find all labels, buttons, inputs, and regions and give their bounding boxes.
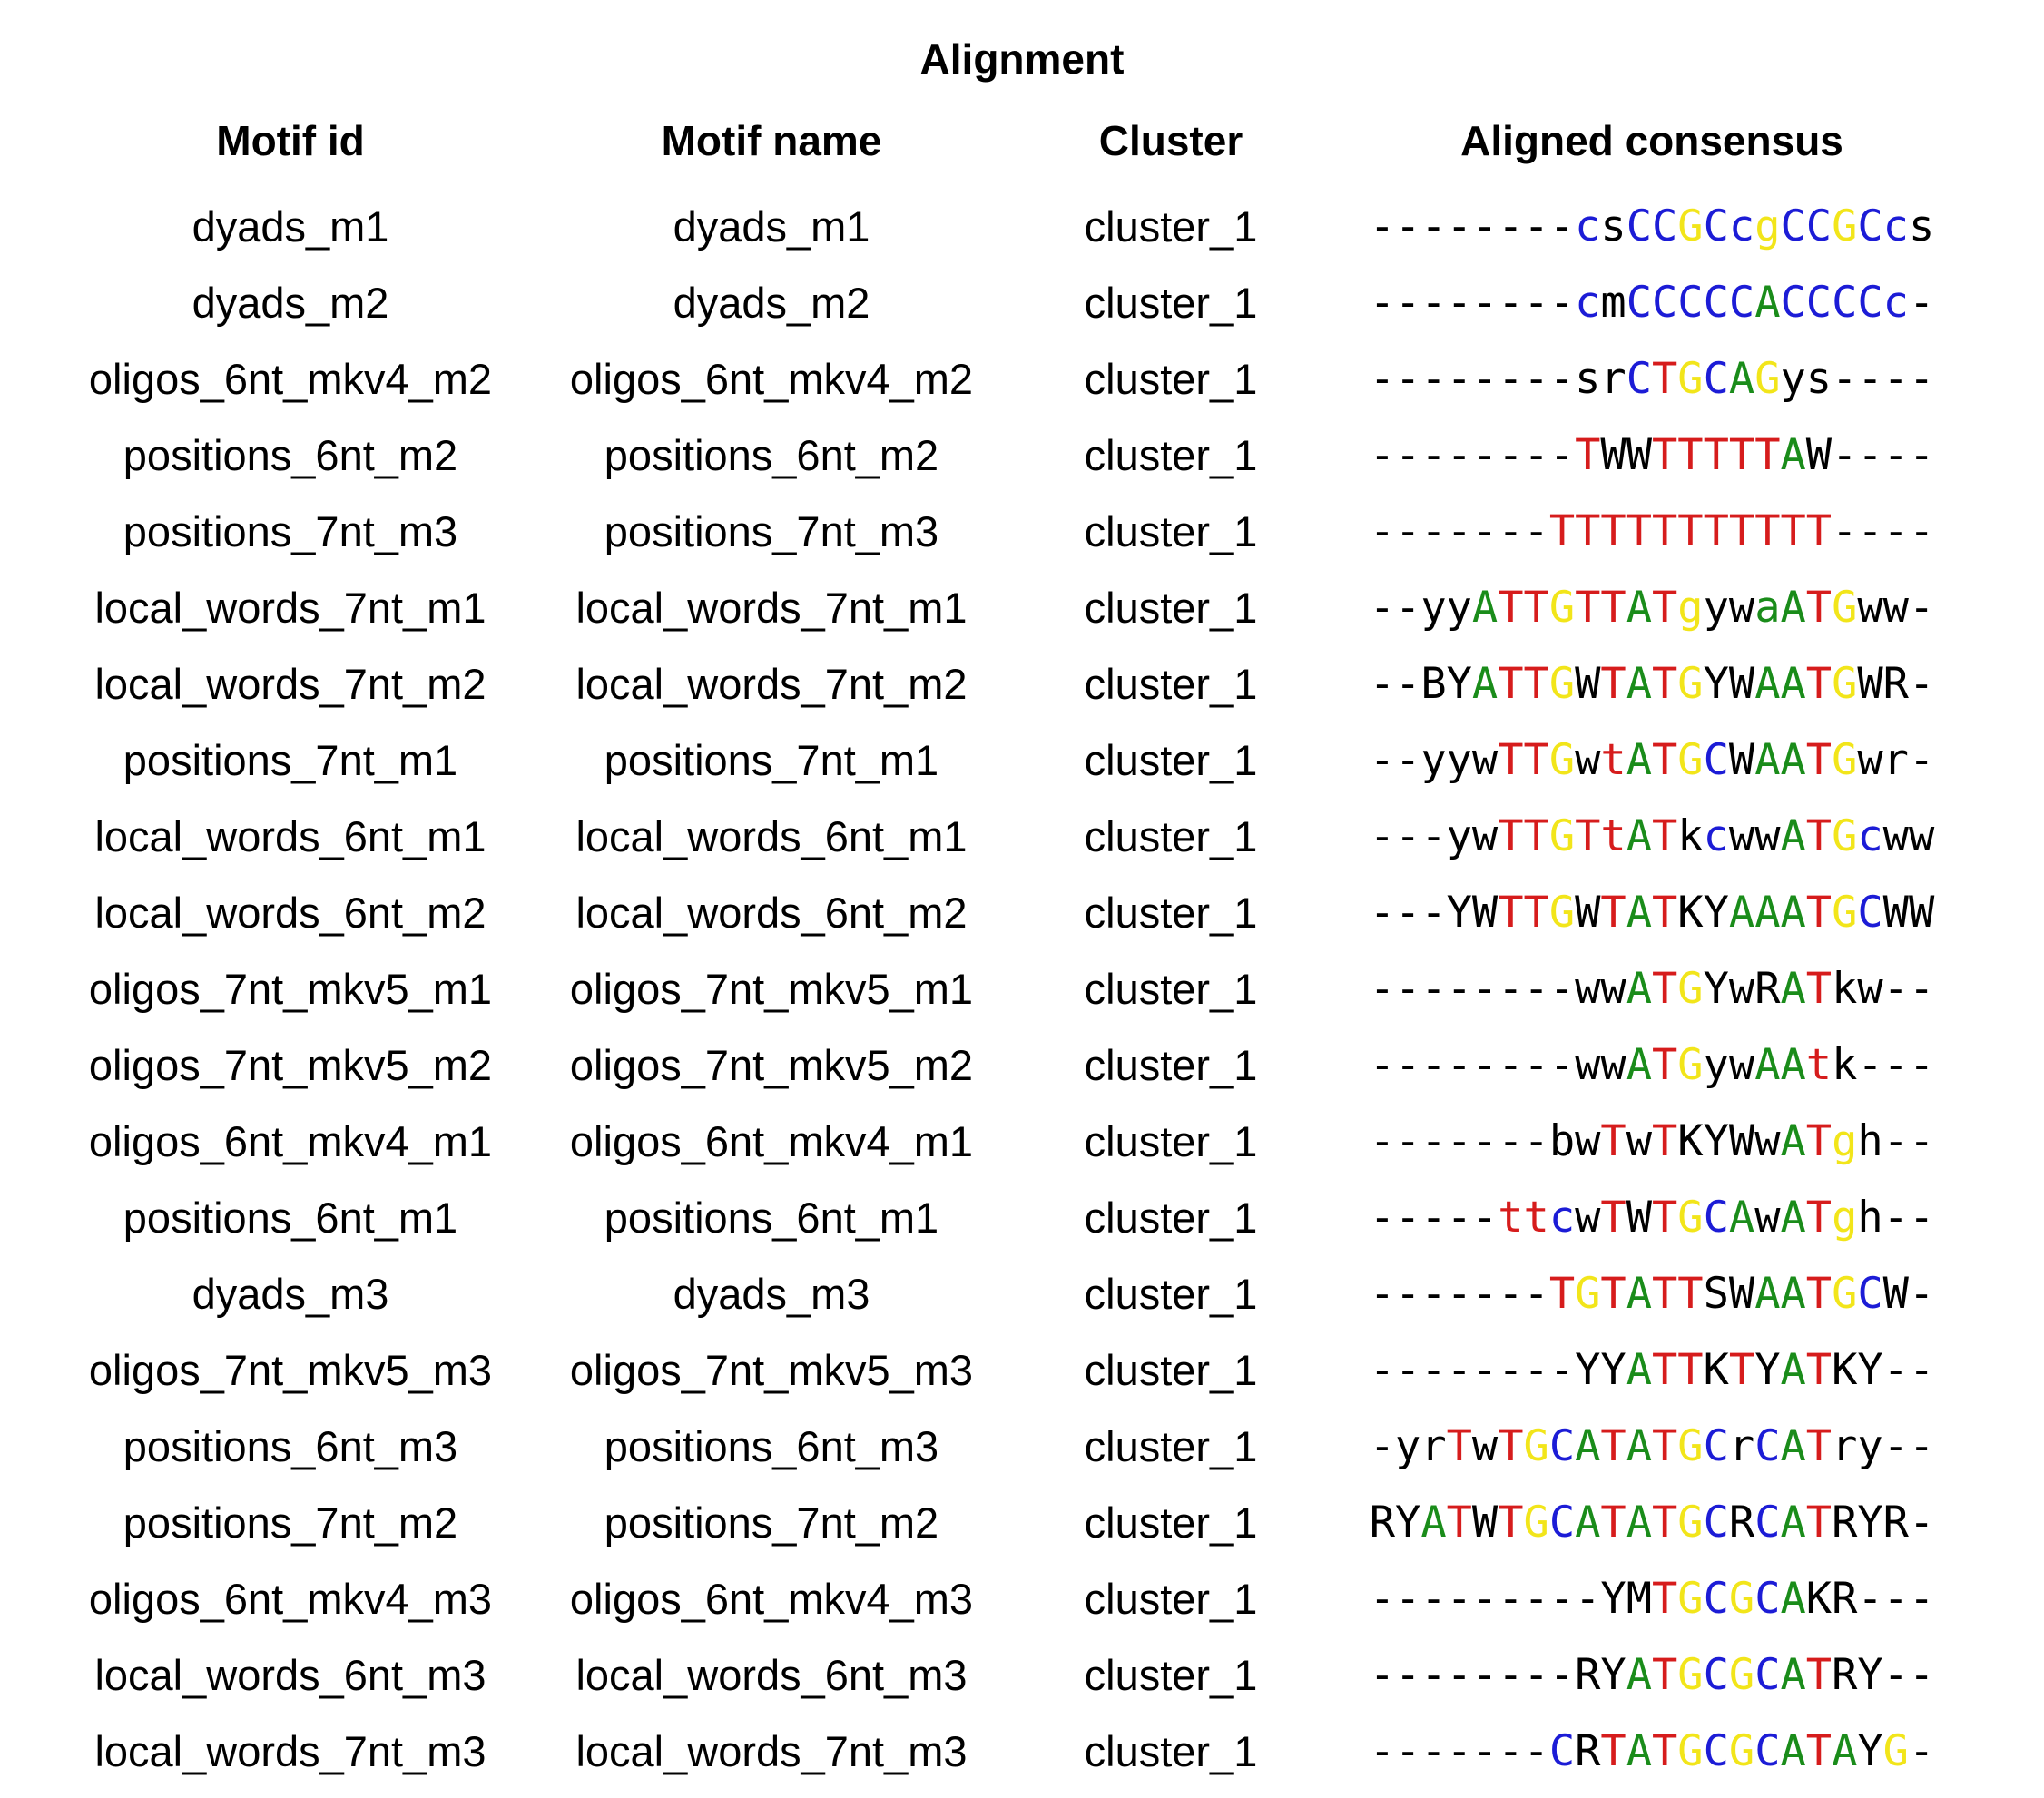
header-cluster: Cluster (1098, 117, 1243, 164)
aligned-consensus-cell: --------cmCCCCCACCCCc- (1369, 278, 1935, 328)
motif-id-cell: oligos_7nt_mkv5_m2 (88, 1041, 493, 1089)
motif-name-cell: positions_6nt_m2 (604, 431, 939, 479)
aligned-consensus-cell: ---------YMTGCGCAKR--- (1369, 1574, 1935, 1624)
motif-name-cell: positions_6nt_m3 (604, 1422, 939, 1470)
motif-name-cell: dyads_m1 (673, 202, 870, 251)
motif-id-cell: positions_7nt_m2 (123, 1498, 458, 1547)
motif-name-cell: positions_7nt_m3 (604, 507, 939, 555)
aligned-consensus-cell: --------wwATGywAAtk--- (1369, 1040, 1935, 1090)
aligned-consensus-cell: --------RYATGCGCATRY-- (1369, 1650, 1935, 1700)
cluster-cell: cluster_1 (1084, 1270, 1258, 1318)
motif-name-cell: oligos_6nt_mkv4_m2 (569, 355, 974, 403)
aligned-consensus-cell: --BYATTGWTATGYWAATGWR- (1369, 659, 1935, 709)
aligned-consensus-cell: -------TTTTTTTTTTT---- (1369, 506, 1935, 556)
motif-name-cell: oligos_7nt_mkv5_m2 (569, 1041, 974, 1089)
header-motif-id: Motif id (216, 117, 365, 164)
cluster-cell: cluster_1 (1084, 355, 1258, 403)
aligned-consensus-cell: ---YWTTGWTATKYAAATGCWW (1369, 888, 1935, 938)
motif-id-cell: local_words_7nt_m1 (94, 584, 486, 632)
aligned-consensus-cell: -----ttcwTWTGCAwATgh-- (1369, 1193, 1935, 1243)
motif-id-cell: positions_6nt_m1 (123, 1194, 458, 1242)
motif-id-cell: positions_6nt_m2 (123, 431, 458, 479)
aligned-consensus-cell: --yywTTGwtATGCWAATGwr- (1369, 735, 1935, 785)
cluster-cell: cluster_1 (1084, 1117, 1258, 1165)
motif-name-cell: oligos_7nt_mkv5_m3 (569, 1346, 974, 1394)
motif-name-cell: local_words_6nt_m3 (575, 1651, 968, 1699)
motif-id-cell: local_words_7nt_m3 (94, 1727, 486, 1775)
aligned-consensus-cell: -------CRTATGCGCATAYG- (1369, 1726, 1935, 1776)
cluster-cell: cluster_1 (1084, 889, 1258, 937)
motif-name-cell: oligos_7nt_mkv5_m1 (569, 965, 974, 1013)
motif-id-cell: local_words_6nt_m1 (94, 812, 486, 860)
motif-name-cell: dyads_m3 (673, 1270, 870, 1318)
motif-id-cell: dyads_m3 (192, 1270, 389, 1318)
cluster-cell: cluster_1 (1084, 660, 1258, 708)
motif-id-cell: local_words_6nt_m2 (94, 889, 486, 937)
motif-name-cell: positions_6nt_m1 (604, 1194, 939, 1242)
motif-id-cell: positions_6nt_m3 (123, 1422, 458, 1470)
motif-name-cell: local_words_6nt_m1 (575, 812, 968, 860)
cluster-cell: cluster_1 (1084, 1422, 1258, 1470)
cluster-cell: cluster_1 (1084, 965, 1258, 1013)
cluster-cell: cluster_1 (1084, 584, 1258, 632)
aligned-consensus-cell: -------bwTwTKYWwATgh-- (1369, 1116, 1935, 1166)
aligned-consensus-cell: ---ywTTGTtATkcwwATGcww (1369, 811, 1935, 861)
cluster-cell: cluster_1 (1084, 1346, 1258, 1394)
motif-id-cell: dyads_m1 (192, 202, 389, 251)
cluster-cell: cluster_1 (1084, 202, 1258, 251)
page-title: Alignment (919, 35, 1125, 83)
aligned-consensus-cell: --------YYATTKTYATKY-- (1369, 1345, 1935, 1395)
aligned-consensus-cell: -------TGTATTSWAATGCW- (1369, 1269, 1935, 1319)
motif-id-cell: oligos_7nt_mkv5_m1 (88, 965, 493, 1013)
cluster-cell: cluster_1 (1084, 812, 1258, 860)
cluster-cell: cluster_1 (1084, 1498, 1258, 1547)
cluster-cell: cluster_1 (1084, 431, 1258, 479)
aligned-consensus-cell: --------TWWTTTTTAW---- (1369, 430, 1935, 480)
aligned-consensus-cell: --------srCTGCAGys---- (1369, 354, 1935, 404)
cluster-cell: cluster_1 (1084, 1727, 1258, 1775)
motif-id-cell: oligos_6nt_mkv4_m1 (88, 1117, 493, 1165)
cluster-cell: cluster_1 (1084, 507, 1258, 555)
motif-name-cell: positions_7nt_m1 (604, 736, 939, 784)
motif-id-cell: oligos_7nt_mkv5_m3 (88, 1346, 493, 1394)
motif-name-cell: local_words_7nt_m2 (575, 660, 968, 708)
cluster-cell: cluster_1 (1084, 1575, 1258, 1623)
motif-name-cell: oligos_6nt_mkv4_m3 (569, 1575, 974, 1623)
motif-name-cell: positions_7nt_m2 (604, 1498, 939, 1547)
cluster-cell: cluster_1 (1084, 736, 1258, 784)
cluster-cell: cluster_1 (1084, 1041, 1258, 1089)
aligned-consensus-cell: --yyATTGTTATgywaATGww- (1369, 583, 1935, 633)
header-motif-name: Motif name (661, 117, 882, 164)
header-aligned-consensus: Aligned consensus (1460, 117, 1843, 164)
motif-id-cell: dyads_m2 (192, 279, 389, 327)
cluster-cell: cluster_1 (1084, 1194, 1258, 1242)
motif-name-cell: local_words_7nt_m3 (575, 1727, 968, 1775)
motif-name-cell: oligos_6nt_mkv4_m1 (569, 1117, 974, 1165)
aligned-consensus-cell: --------wwATGYwRATkw-- (1369, 964, 1935, 1014)
aligned-consensus-cell: -yrTwTGCATATGCrCATry-- (1369, 1421, 1935, 1471)
motif-id-cell: positions_7nt_m1 (123, 736, 458, 784)
motif-id-cell: local_words_6nt_m3 (94, 1651, 486, 1699)
motif-name-cell: local_words_6nt_m2 (575, 889, 968, 937)
aligned-consensus-cell: --------csCCGCcgCCGCcs (1369, 201, 1935, 251)
motif-id-cell: positions_7nt_m3 (123, 507, 458, 555)
cluster-cell: cluster_1 (1084, 1651, 1258, 1699)
motif-id-cell: oligos_6nt_mkv4_m3 (88, 1575, 493, 1623)
motif-name-cell: local_words_7nt_m1 (575, 584, 968, 632)
cluster-cell: cluster_1 (1084, 279, 1258, 327)
motif-id-cell: oligos_6nt_mkv4_m2 (88, 355, 493, 403)
motif-name-cell: dyads_m2 (673, 279, 870, 327)
motif-id-cell: local_words_7nt_m2 (94, 660, 486, 708)
aligned-consensus-cell: RYATWTGCATATGCRCATRYR- (1369, 1498, 1935, 1547)
